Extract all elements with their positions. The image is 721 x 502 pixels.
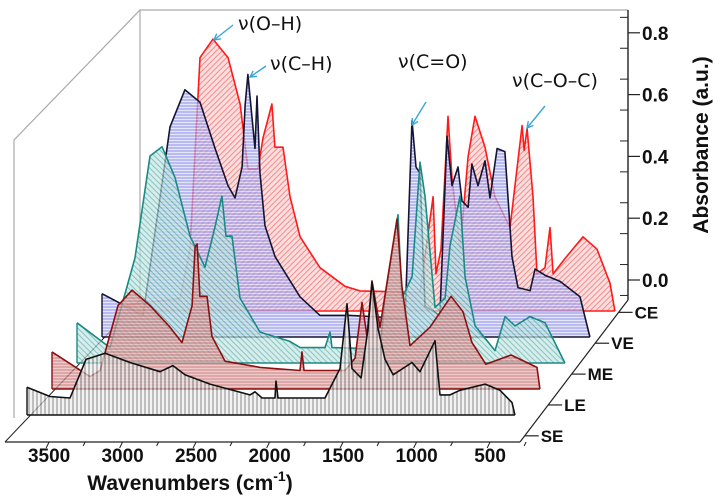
depth-axis-line bbox=[519, 299, 629, 443]
series-line-ve bbox=[101, 73, 591, 338]
annotation-arrow-icon bbox=[213, 24, 234, 41]
peak-annotation-label: ν(C–H) bbox=[270, 53, 333, 75]
x-tick-mark bbox=[486, 441, 491, 449]
x-minor-tick bbox=[156, 441, 160, 447]
arrowhead-icon bbox=[411, 117, 419, 127]
annotations-layer: ν(O–H) ν(C–H) ν(C=O) ν(C–O–C) bbox=[212, 13, 598, 130]
x-tick-label: 2500 bbox=[175, 446, 217, 467]
annotation-arrow-icon bbox=[249, 65, 267, 78]
series-fill-se bbox=[27, 282, 515, 415]
x-axis-title: Wavenumbers (cm-1) bbox=[87, 468, 292, 495]
series-line-le bbox=[51, 218, 541, 390]
arrowhead-icon bbox=[526, 120, 534, 130]
series-label-se: SE bbox=[541, 427, 564, 446]
series-line-se bbox=[26, 281, 516, 416]
back-wall-outline bbox=[13, 9, 628, 418]
x-minor-tick bbox=[376, 441, 380, 447]
x-tick-label: 3500 bbox=[28, 446, 70, 467]
annotation-arrow-icon bbox=[526, 105, 546, 129]
annotation-arrow-icon bbox=[411, 101, 427, 126]
x-minor-tick bbox=[229, 441, 233, 447]
x-tick-label: 1500 bbox=[322, 446, 364, 467]
y-tick-label: 0.4 bbox=[642, 147, 669, 168]
x-tick-label: 1000 bbox=[395, 446, 437, 467]
y-axis-title: Absorbance (a.u.) bbox=[690, 56, 713, 233]
peak-annotation-label: ν(C=O) bbox=[398, 51, 468, 73]
x-tick-mark bbox=[266, 441, 271, 449]
series-layer bbox=[26, 38, 616, 416]
series-label-le: LE bbox=[564, 396, 586, 415]
x-tick-label: 500 bbox=[474, 446, 506, 467]
peak-annotation-label: ν(C–O–C) bbox=[512, 70, 598, 92]
y-tick-label: 0.0 bbox=[642, 271, 668, 292]
x-tick-mark bbox=[339, 441, 344, 449]
arrowhead-icon bbox=[212, 33, 222, 41]
y-tick-label: 0.8 bbox=[642, 24, 668, 45]
peak-annotation-label: ν(O–H) bbox=[238, 13, 302, 35]
x-tick-label: 3000 bbox=[101, 446, 143, 467]
x-tick-mark bbox=[413, 441, 418, 449]
x-tick-mark bbox=[192, 441, 197, 449]
arrowhead-icon bbox=[248, 70, 258, 78]
y-tick-label: 0.6 bbox=[642, 86, 668, 107]
x-minor-tick bbox=[523, 441, 527, 447]
x-tick-label: 2000 bbox=[248, 446, 290, 467]
series-fill-le bbox=[52, 219, 540, 389]
x-minor-tick bbox=[82, 441, 86, 447]
x-tick-mark bbox=[119, 441, 124, 449]
x-minor-tick bbox=[303, 441, 307, 447]
series-label-ve: VE bbox=[611, 334, 634, 353]
y-tick-label: 0.2 bbox=[642, 209, 668, 230]
series-label-ce: CE bbox=[635, 303, 659, 322]
x-tick-mark bbox=[45, 441, 50, 449]
series-label-me: ME bbox=[588, 365, 614, 384]
x-minor-tick bbox=[450, 441, 454, 447]
